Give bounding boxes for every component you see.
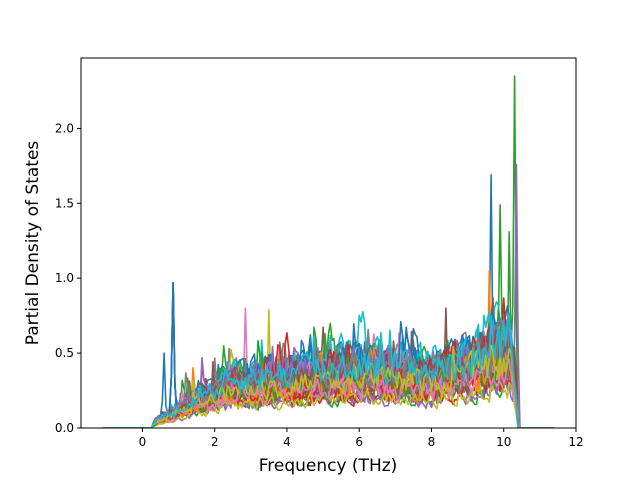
x-tick-label: 2 (211, 435, 219, 449)
series-layer (102, 75, 555, 428)
y-tick-label: 1.0 (55, 271, 74, 285)
x-tick-label: 10 (496, 435, 511, 449)
y-tick-label: 2.0 (55, 121, 74, 135)
x-tick-label: 0 (139, 435, 147, 449)
x-axis-label: Frequency (THz) (259, 456, 398, 476)
pdos-series-line (102, 313, 555, 428)
y-tick-label: 1.5 (55, 196, 74, 210)
x-tick-label: 6 (355, 435, 363, 449)
y-axis: 0.0 0.5 1.0 1.5 2.0 (55, 121, 81, 435)
plot-frame (80, 57, 577, 429)
x-tick-label: 12 (568, 435, 583, 449)
y-tick-label: 0.5 (55, 346, 74, 360)
y-axis-label: Partial Density of States (23, 141, 43, 346)
x-tick-label: 4 (283, 435, 291, 449)
x-tick-label: 8 (428, 435, 436, 449)
y-tick-label: 0.0 (55, 421, 74, 435)
x-axis: 0 2 4 6 8 10 12 (139, 428, 584, 449)
